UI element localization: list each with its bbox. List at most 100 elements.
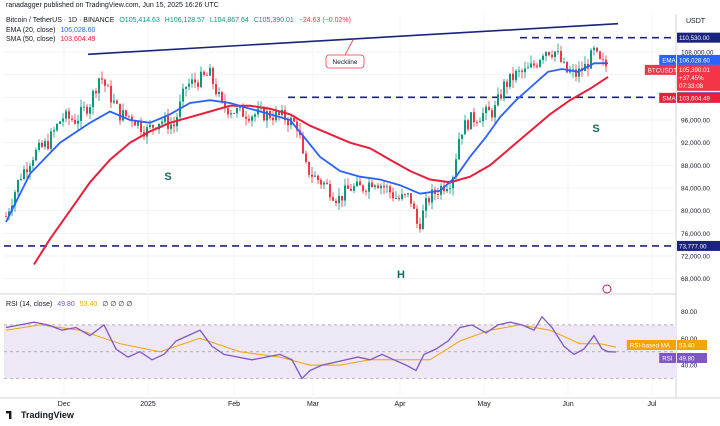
candle-body <box>410 193 412 204</box>
candle-body <box>383 185 385 188</box>
candle-body <box>308 161 310 175</box>
candle-body <box>347 185 349 189</box>
candle-body <box>554 51 556 58</box>
candle-body <box>503 81 505 99</box>
candle-body <box>404 194 406 196</box>
candle-body <box>428 198 430 203</box>
candle-body <box>80 107 82 121</box>
moving-averages <box>5 62 609 266</box>
sma-tag-label-bg <box>659 92 676 103</box>
candle-body <box>254 114 256 117</box>
candle-body <box>443 185 445 192</box>
candle-body <box>362 185 364 192</box>
candle-body <box>395 198 397 199</box>
candle-body <box>47 141 49 149</box>
resistance-line-tag: 110,530.00 <box>679 35 710 42</box>
rsi-legend[interactable]: RSI (14, close) 49.80 53.40 ∅ ∅ ∅ ∅ <box>6 300 135 308</box>
candle-body <box>104 79 106 86</box>
candle-body <box>473 112 475 123</box>
candle-body <box>578 68 580 77</box>
tradingview-brand[interactable]: TradingView <box>6 410 74 420</box>
candle-body <box>191 79 193 84</box>
candle-body <box>602 58 604 60</box>
candle-body <box>239 106 241 109</box>
candle-body <box>23 169 25 179</box>
candle-body <box>242 106 244 117</box>
sma-legend[interactable]: SMA (50, close) 103,604.49 <box>6 36 98 43</box>
candle-body <box>539 60 541 67</box>
candle-body <box>221 92 223 101</box>
candle-body <box>401 194 403 200</box>
neckline-callout-box <box>325 54 365 69</box>
candle-body <box>512 73 514 81</box>
price-tick-label: 68,000.00 <box>681 276 710 283</box>
candle-body <box>251 116 253 121</box>
rsi-ma-line <box>5 324 617 366</box>
candle-body <box>416 208 418 224</box>
neckline-label: Neckline <box>333 59 358 66</box>
ema-20-line <box>5 62 609 223</box>
candle-body <box>566 61 568 73</box>
candle-body <box>467 120 469 130</box>
candle-body <box>518 70 520 72</box>
ema-legend[interactable]: EMA (20, close) 106,028.60 <box>6 27 98 34</box>
candle-body <box>134 121 136 126</box>
rsi-legend-label: RSI (14, close) <box>6 301 53 308</box>
candle-body <box>17 180 19 193</box>
candle-body <box>83 106 85 108</box>
price-tick-label: 80,000.00 <box>681 208 710 215</box>
left-shoulder-label: S <box>164 171 171 183</box>
candle-body <box>419 223 421 230</box>
brand-name: TradingView <box>21 410 74 420</box>
candle-body <box>59 121 61 125</box>
candle-body <box>413 203 415 209</box>
candle-body <box>551 55 553 58</box>
time-tick-label: Dec <box>58 401 71 408</box>
candle-body <box>230 113 232 115</box>
candle-body <box>56 124 58 131</box>
candle-body <box>470 112 472 130</box>
ohlc-high: H106,128.57 <box>164 17 205 24</box>
candles <box>5 43 607 233</box>
candle-body <box>398 198 400 200</box>
candle-body <box>125 110 127 116</box>
candle-body <box>371 182 373 187</box>
candle-body <box>161 121 163 124</box>
candle-body <box>332 197 334 201</box>
rsi-tick-label: 80.00 <box>681 309 698 316</box>
candle-body <box>65 111 67 119</box>
candle-body <box>314 175 316 177</box>
candle-body <box>542 55 544 61</box>
candle-body <box>377 185 379 189</box>
candle-body <box>236 108 238 114</box>
candle-body <box>317 175 319 181</box>
candle-body <box>389 186 391 193</box>
candle-body <box>446 189 448 192</box>
published-note: ranadagger published on TradingView.com,… <box>6 2 219 9</box>
candle-body <box>212 67 214 85</box>
candle-body <box>119 103 121 121</box>
candle-body <box>278 111 280 116</box>
candle-body <box>524 68 526 73</box>
support-line-73k-tag-bg <box>677 240 720 251</box>
price-tick-label: 96,000.00 <box>681 118 710 125</box>
sma-legend-label: SMA (50, close) <box>6 36 56 43</box>
candle-body <box>101 78 103 80</box>
candle-body <box>188 83 190 87</box>
time-tick-label: Jun <box>562 401 573 408</box>
symbol-tag-label: BTCUSDT <box>648 67 677 74</box>
candle-body <box>131 116 133 122</box>
rsi-ma-tag-label-bg <box>626 340 676 350</box>
candle-body <box>527 67 529 69</box>
rsi-ma-legend-value: 53.40 <box>79 301 98 308</box>
candle-body <box>32 160 34 167</box>
candle-body <box>350 188 352 191</box>
candle-body <box>341 195 343 201</box>
rsi-pane <box>4 315 676 380</box>
horizontal-levels <box>4 22 676 247</box>
support-line-73k-tag: 73,777.00 <box>679 243 707 250</box>
candle-body <box>284 110 286 121</box>
price-tags: 110,530.00100,000.0073,777.00EMA106,028.… <box>626 32 720 363</box>
candle-body <box>248 118 250 121</box>
